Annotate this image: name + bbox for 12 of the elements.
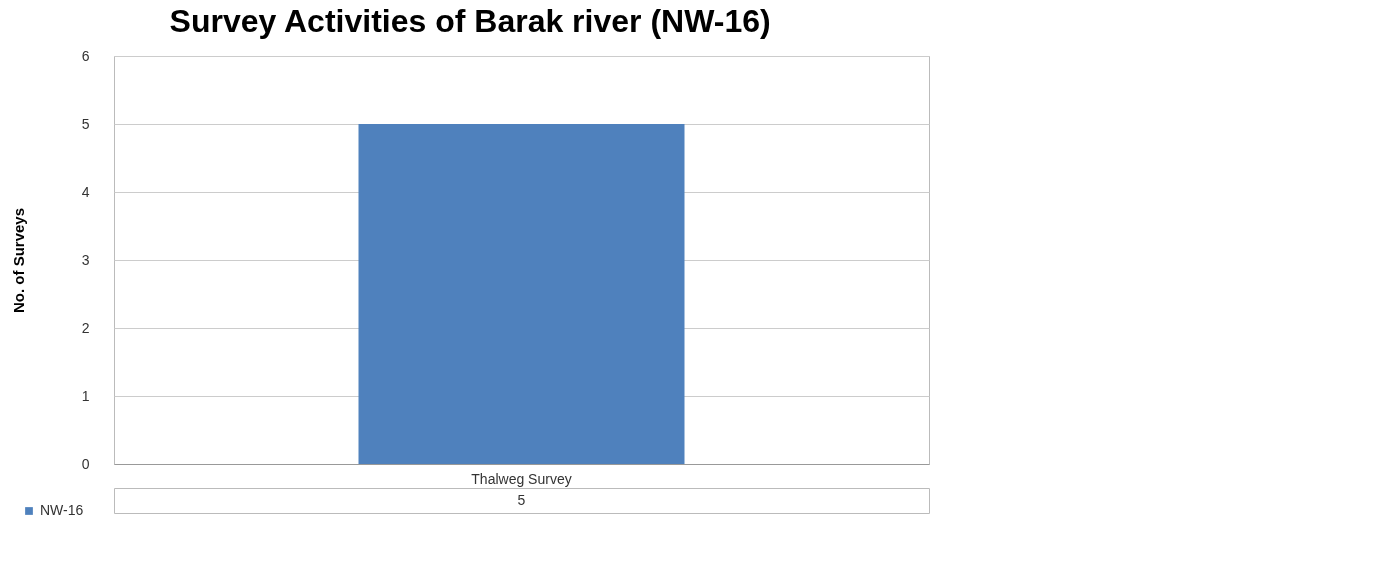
y-tick-label: 5 — [81, 115, 90, 132]
x-tick-label: Thalweg Survey — [471, 470, 572, 487]
y-tick-label: 6 — [81, 47, 90, 64]
legend-label: NW-16 — [40, 502, 84, 518]
y-axis-title: No. of Surveys — [9, 207, 27, 314]
y-tick-label: 4 — [81, 183, 90, 200]
y-tick-label: 0 — [81, 455, 90, 472]
y-tick-label: 2 — [81, 319, 90, 336]
chart-title: Survey Activities of Barak river (NW-16) — [169, 2, 771, 39]
y-tick-label: 3 — [81, 251, 90, 268]
data-label: 5 — [517, 491, 526, 508]
y-tick-label: 1 — [81, 387, 90, 404]
